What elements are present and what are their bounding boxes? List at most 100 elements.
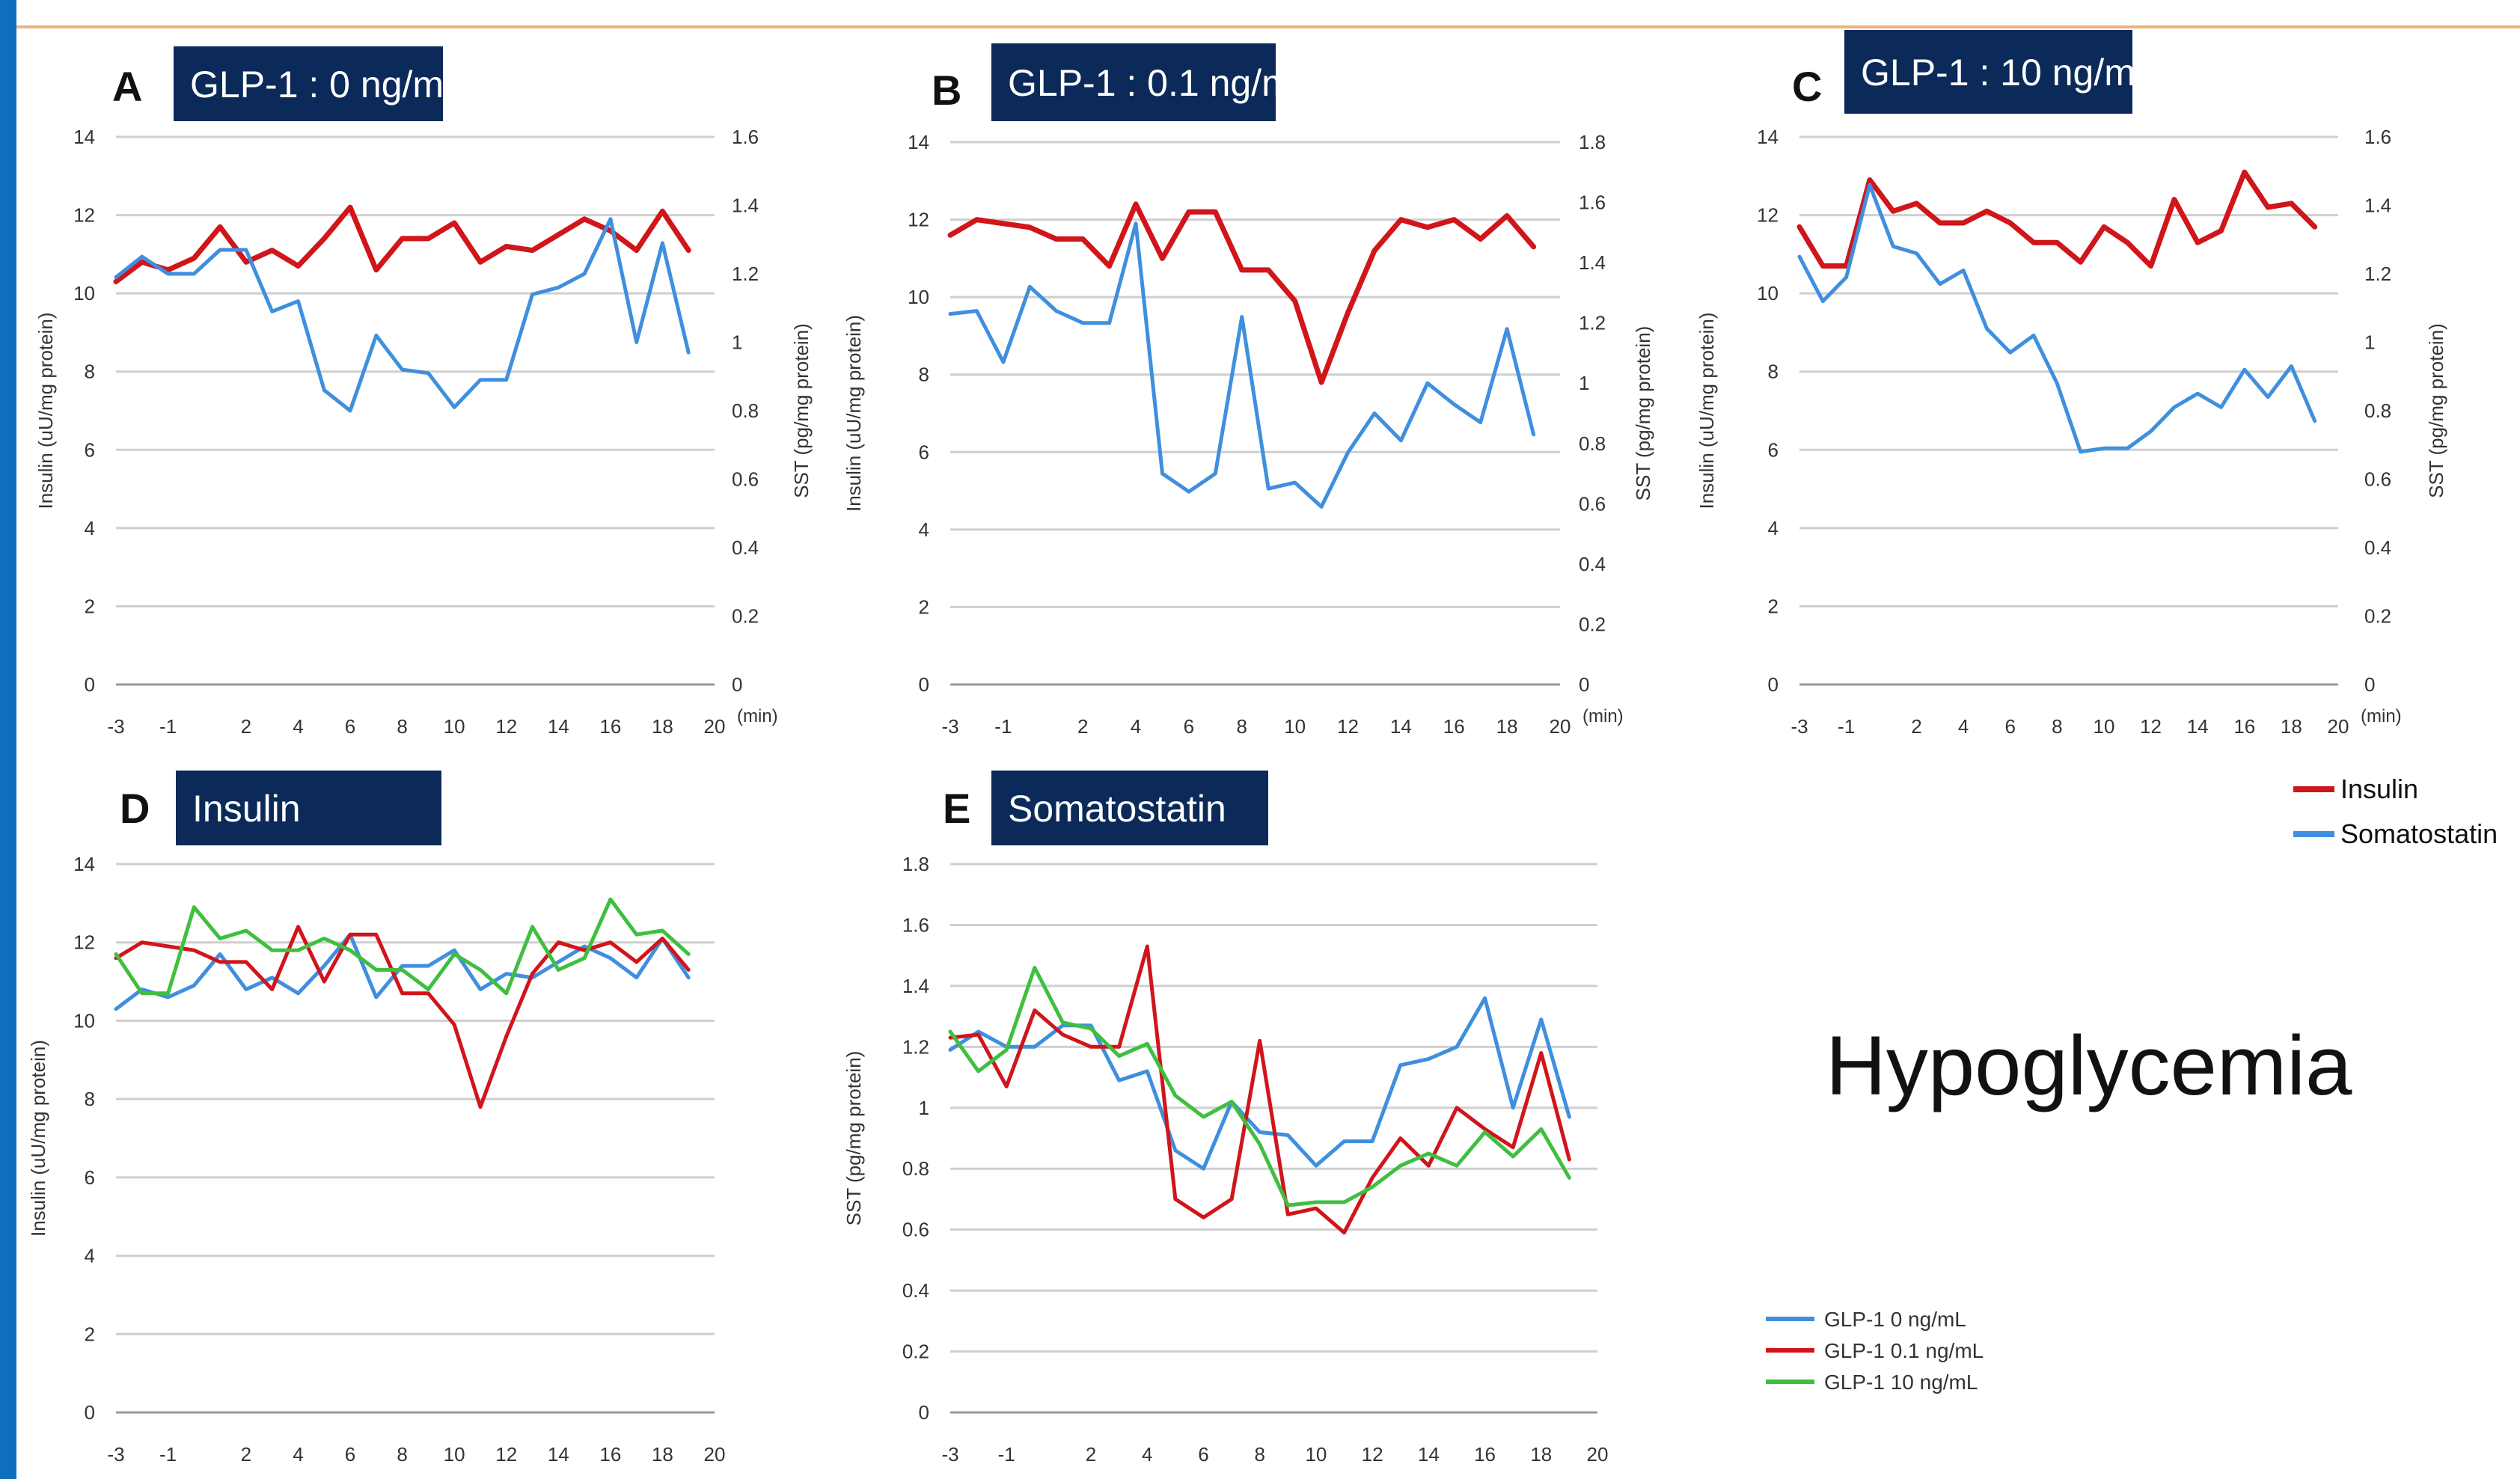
y-tick-label: 12 — [1757, 204, 1779, 227]
panel-title-box — [991, 43, 1276, 121]
y2-tick-label: 1 — [1579, 372, 1589, 394]
y-axis-label: Insulin (uU/mg protein) — [27, 1040, 49, 1237]
series-line-glp-1-0-ng-ml — [948, 996, 1571, 1171]
x-tick-label: 12 — [2140, 715, 2162, 738]
y2-tick-label: 1.4 — [732, 195, 759, 217]
x-tick-label: 2 — [241, 715, 251, 738]
x-tick-label: -3 — [941, 1443, 958, 1466]
panel-title: GLP-1 : 10 ng/mL — [1861, 52, 2156, 94]
x-tick-label: 8 — [2052, 715, 2062, 738]
x-tick-label: 10 — [444, 1443, 465, 1466]
x-tick-label: 20 — [1587, 1443, 1609, 1466]
x-tick-label: 12 — [495, 715, 517, 738]
y-tick-label: 8 — [919, 364, 929, 386]
x-tick-label: 4 — [1142, 1443, 1152, 1466]
panel-title-box — [174, 46, 443, 121]
x-tick-label: 10 — [1284, 715, 1306, 738]
x-tick-label: 14 — [548, 1443, 569, 1466]
series-line-glp-1-0-1-ng-ml — [948, 944, 1571, 1235]
y2-tick-label: 1.6 — [2364, 126, 2391, 148]
x-tick-label: 2 — [1077, 715, 1088, 738]
y-tick-label: 2 — [85, 1323, 95, 1345]
chart-panel-e: 0 0.2 0.4 0.6 0.8 1 1.2 1.4 1.6 1.8 -3 -1 2 4 6 8 10 12 14… — [842, 771, 1608, 1466]
y-tick-label: 0 — [919, 673, 929, 696]
y-tick-label: 14 — [73, 126, 95, 148]
y-axis-label: Insulin (uU/mg protein) — [842, 315, 865, 512]
legend-label: Somatostatin — [2340, 818, 2498, 849]
x-tick-label: 12 — [1337, 715, 1359, 738]
y-tick-label: 10 — [1757, 282, 1779, 304]
panel-title-box — [991, 771, 1268, 845]
x-tick-label: 12 — [1362, 1443, 1383, 1466]
x-tick-label: -3 — [1790, 715, 1808, 738]
y-tick-label: 0 — [85, 1401, 95, 1424]
x-tick-label: 20 — [704, 715, 726, 738]
x-tick-label: 20 — [704, 1443, 726, 1466]
series-line-insulin — [947, 201, 1537, 385]
y-tick-label: 8 — [1768, 361, 1779, 383]
y2-tick-label: 0.6 — [2364, 468, 2391, 491]
y2-tick-label: 0.2 — [2364, 605, 2391, 628]
y-tick-label: 6 — [85, 1166, 95, 1189]
y2-tick-label: 0.4 — [732, 536, 759, 559]
y-tick-label: 2 — [1768, 595, 1779, 617]
x-tick-label: 18 — [652, 715, 673, 738]
y-tick-label: 0 — [1768, 673, 1779, 696]
x-axis-label: (min) — [2361, 706, 2402, 726]
y-tick-label: 1.4 — [902, 975, 929, 997]
x-tick-label: 18 — [1530, 1443, 1552, 1466]
y-tick-label: 10 — [73, 1009, 95, 1032]
y-tick-label: 6 — [919, 441, 929, 463]
x-tick-label: 6 — [345, 1443, 355, 1466]
left-frame-border — [0, 0, 16, 1479]
panel-letter: C — [1792, 63, 1822, 110]
series-line-somatostatin — [948, 221, 1536, 509]
y2-tick-label: 1 — [2364, 331, 2375, 354]
y-tick-label: 0.2 — [902, 1341, 929, 1363]
y2-tick-label: 0.4 — [1579, 553, 1606, 575]
y-tick-label: 4 — [85, 1245, 95, 1267]
series-line-glp-1-10-ng-ml — [114, 897, 691, 996]
x-tick-label: 2 — [1086, 1443, 1096, 1466]
x-tick-label: 18 — [652, 1443, 673, 1466]
y-tick-label: 12 — [73, 204, 95, 227]
y-tick-label: 4 — [85, 517, 95, 539]
y2-tick-label: 0 — [1579, 673, 1589, 696]
x-tick-label: 14 — [1418, 1443, 1440, 1466]
y-tick-label: 8 — [85, 1088, 95, 1110]
y2-axis-label: SST (pg/mg protein) — [1632, 326, 1654, 501]
x-tick-label: -3 — [107, 715, 124, 738]
x-tick-label: -1 — [998, 1443, 1015, 1466]
series-line-glp-1-0-ng-ml — [114, 932, 691, 1011]
y-tick-label: 0.6 — [902, 1219, 929, 1241]
y-tick-label: 0 — [919, 1401, 929, 1424]
panel-letter: E — [943, 785, 970, 832]
series-line-insulin — [1796, 169, 2318, 269]
x-axis-label: (min) — [1582, 706, 1624, 726]
legend-top: Insulin Somatostatin — [2293, 774, 2498, 849]
x-tick-label: 16 — [2233, 715, 2255, 738]
x-tick-label: 4 — [1131, 715, 1141, 738]
y-axis-label: SST (pg/mg protein) — [842, 1051, 865, 1226]
y-tick-label: 6 — [85, 438, 95, 461]
y-tick-label: 4 — [919, 518, 929, 541]
x-tick-label: 6 — [345, 715, 355, 738]
y-axis-label: Insulin (uU/mg protein) — [1695, 313, 1718, 509]
x-tick-label: 8 — [397, 1443, 407, 1466]
x-tick-label: 4 — [1958, 715, 1969, 738]
y2-tick-label: 1.4 — [1579, 251, 1606, 274]
y2-axis-label: SST (pg/mg protein) — [790, 323, 813, 498]
y-tick-label: 2 — [919, 595, 929, 618]
panel-letter: B — [932, 67, 961, 114]
panel-title: Insulin — [192, 788, 301, 830]
y2-tick-label: 0.6 — [732, 468, 759, 491]
y-tick-label: 10 — [73, 282, 95, 304]
x-tick-label: 4 — [293, 1443, 303, 1466]
x-tick-label: 20 — [2328, 715, 2349, 738]
y-tick-label: 8 — [85, 361, 95, 383]
x-tick-label: 6 — [1184, 715, 1194, 738]
legend-label: Insulin — [2340, 774, 2418, 804]
